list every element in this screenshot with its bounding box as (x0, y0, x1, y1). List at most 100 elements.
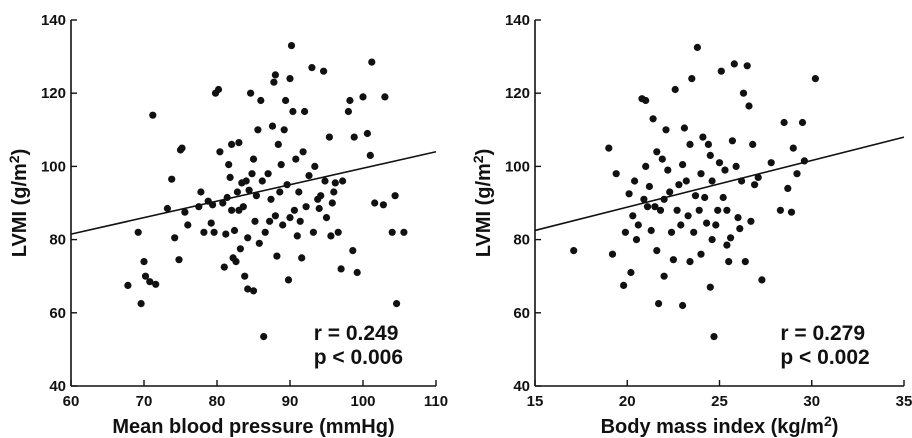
data-point (305, 172, 313, 180)
x-axis-title-superscript: 2 (824, 413, 832, 429)
p-value-label: p < 0.006 (314, 346, 403, 369)
data-point (359, 93, 367, 101)
data-point (708, 236, 716, 244)
data-point (252, 192, 260, 200)
y-axis-title-end: ) (473, 149, 495, 156)
data-point (277, 161, 285, 169)
data-point (690, 228, 698, 236)
data-point (684, 212, 692, 220)
data-point (233, 188, 241, 196)
data-point (811, 75, 820, 83)
data-point (298, 254, 306, 262)
data-point (270, 78, 278, 86)
data-point (181, 208, 189, 216)
data-point (680, 124, 689, 132)
data-point (634, 221, 642, 229)
data-point (691, 192, 700, 200)
data-point (749, 140, 757, 148)
y-tick-label: 100 (41, 158, 66, 175)
data-point (706, 283, 714, 291)
data-point (767, 159, 775, 167)
data-point (331, 179, 339, 187)
data-point (379, 201, 387, 209)
x-tick-label: 110 (424, 393, 448, 410)
data-point (210, 228, 218, 236)
data-point (321, 177, 329, 185)
data-point (353, 268, 361, 277)
data-point (317, 192, 325, 200)
y-axis-title-superscript: 2 (6, 155, 22, 163)
data-point (686, 140, 694, 148)
data-point (675, 181, 683, 189)
data-point (149, 111, 157, 119)
data-point (295, 188, 303, 196)
data-point (734, 214, 742, 222)
y-tick-label: 120 (41, 85, 66, 102)
data-point (703, 219, 711, 227)
data-point (751, 181, 759, 189)
data-point (286, 214, 294, 222)
data-point (241, 272, 249, 280)
data-point (697, 170, 705, 178)
data-point (712, 221, 720, 229)
data-point (236, 245, 244, 253)
data-point (276, 188, 284, 196)
data-point (325, 133, 333, 141)
data-point (640, 195, 648, 203)
data-point (743, 62, 751, 70)
x-tick-label: 100 (350, 393, 375, 410)
data-point (292, 155, 300, 163)
y-tick-label: 40 (513, 378, 530, 395)
data-point (152, 280, 160, 288)
data-point (612, 170, 620, 178)
y-tick-label: 60 (49, 305, 66, 322)
data-point (651, 203, 659, 211)
data-point (717, 67, 725, 75)
data-point (789, 144, 797, 152)
data-point (621, 228, 630, 236)
data-point (245, 186, 253, 194)
data-point (244, 234, 252, 242)
data-point (228, 140, 236, 148)
x-tick-label: 70 (136, 393, 153, 410)
y-axis-title-superscript: 2 (470, 155, 486, 163)
r-value-label: r = 0.249 (314, 322, 399, 345)
data-point (163, 204, 171, 213)
data-point (242, 177, 250, 185)
data-point (706, 151, 714, 159)
data-point (645, 182, 654, 191)
data-point (255, 239, 263, 247)
data-point (197, 188, 205, 196)
data-point (311, 162, 319, 170)
x-axis-title-main: Body mass index (kg/m (601, 416, 824, 438)
data-point (793, 170, 801, 178)
data-point (653, 148, 661, 156)
data-point (216, 148, 224, 156)
data-point (337, 265, 345, 273)
x-axis-title-end: ) (832, 416, 839, 438)
data-point (327, 232, 335, 240)
x-axis-title: Body mass index (kg/m2) (601, 413, 839, 438)
data-point (608, 250, 617, 258)
data-point (141, 272, 150, 280)
data-point (273, 252, 281, 260)
data-point (388, 228, 396, 236)
data-point (697, 250, 705, 258)
data-point (400, 228, 408, 236)
data-point (330, 188, 338, 196)
data-point (725, 258, 733, 266)
data-point (632, 236, 641, 244)
data-point (296, 217, 304, 225)
data-point (660, 195, 668, 203)
data-point (346, 96, 354, 105)
data-point (200, 228, 208, 236)
data-point (320, 67, 328, 75)
y-tick-label: 140 (41, 12, 66, 29)
r-value-label: r = 0.279 (780, 322, 865, 345)
data-point (660, 272, 668, 280)
data-point (667, 228, 676, 236)
data-point (605, 144, 613, 152)
data-point (280, 126, 288, 134)
data-point (207, 219, 215, 227)
